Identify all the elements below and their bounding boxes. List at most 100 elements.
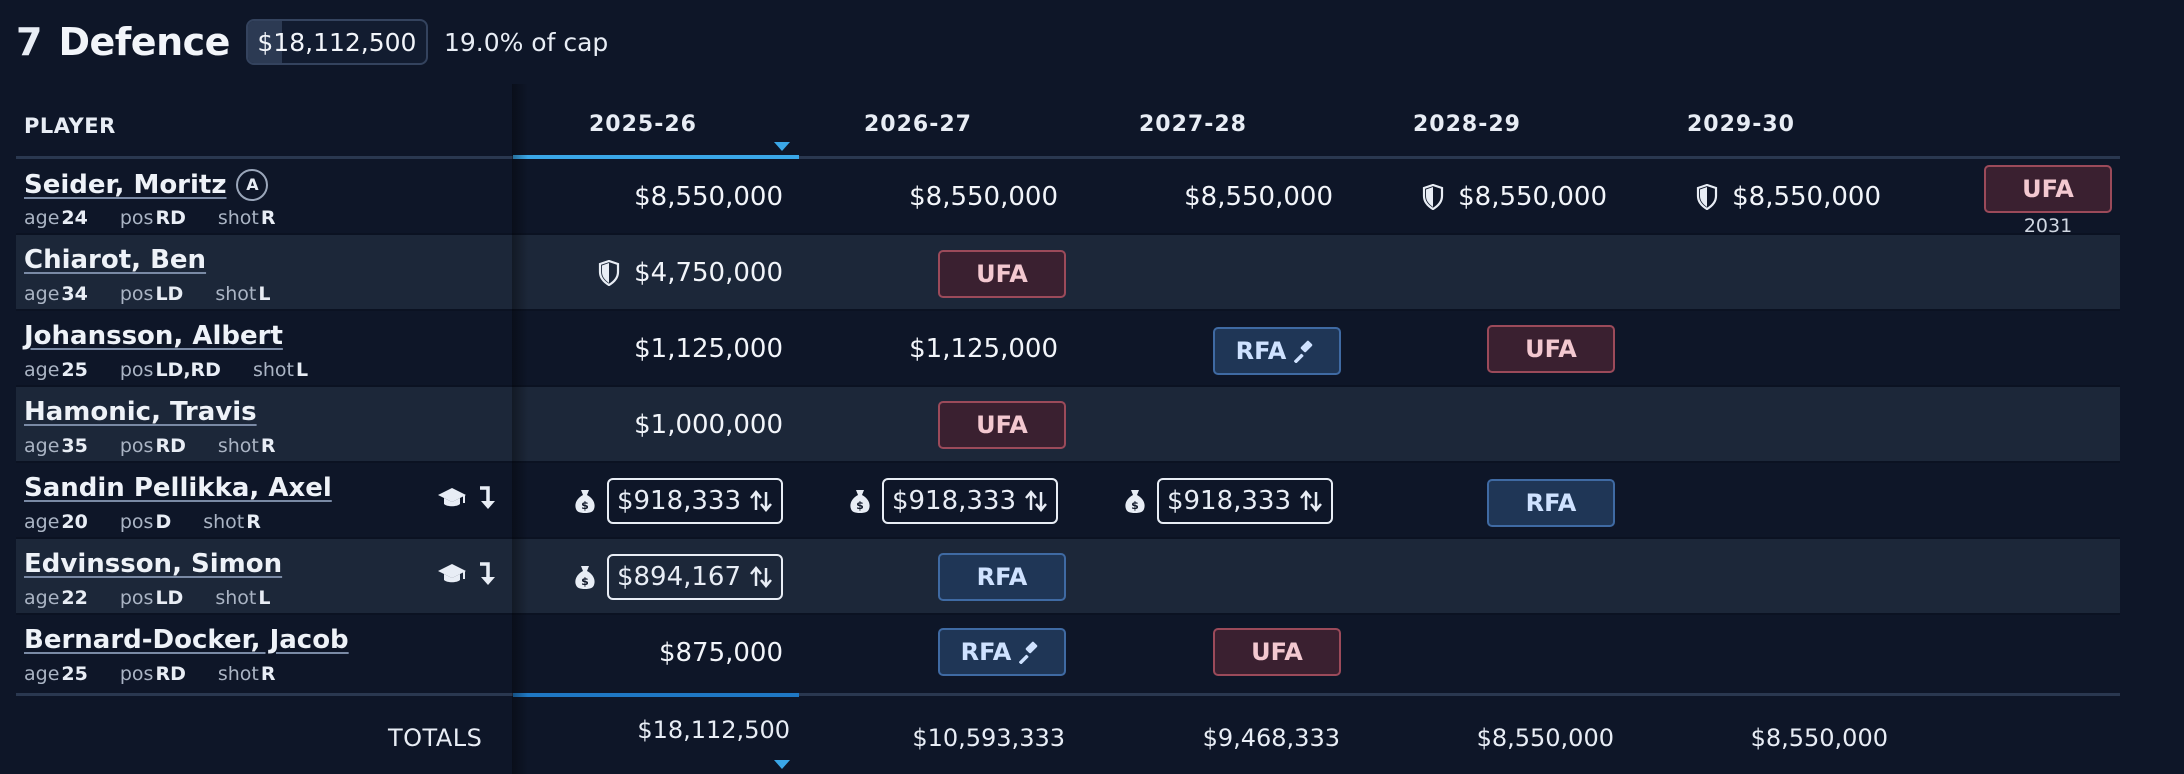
- salary-cell[interactable]: $875,000: [517, 615, 783, 691]
- svg-text:$: $: [581, 499, 589, 512]
- player-meta: age 35 pos RD shot R: [24, 435, 308, 457]
- age-value: 35: [61, 435, 88, 457]
- level-down-arrow-icon: [480, 486, 495, 509]
- graduation-cap-icon: [438, 488, 466, 507]
- table-row[interactable]: Seider, Moritz A age 24 pos RD shot R $8,550,0…: [16, 159, 2120, 237]
- rfa-tag-label: RFA: [1235, 337, 1287, 365]
- total-2025-26: $18,112,500: [637, 716, 790, 744]
- money-bag-icon: $: [575, 566, 595, 589]
- player-name[interactable]: Bernard-Docker, Jacob: [24, 625, 349, 655]
- salary-adjust-box[interactable]: $918,333: [1156, 478, 1333, 524]
- rfa-tag[interactable]: RFA: [1213, 327, 1341, 375]
- column-header-2029-30[interactable]: 2029-30: [1687, 112, 1795, 137]
- salary-adjust-box[interactable]: $894,167: [606, 554, 783, 600]
- age-value: 34: [61, 283, 88, 305]
- age-label: age: [24, 587, 60, 609]
- salary-cell[interactable]: $8,550,000: [792, 159, 1058, 235]
- shot-label: shot: [217, 207, 259, 229]
- swap-vertical-icon: [1025, 490, 1047, 512]
- shot-value: L: [258, 587, 271, 609]
- salary-cell[interactable]: $ $918,333: [792, 463, 1058, 539]
- column-header-player[interactable]: PLAYER: [24, 114, 116, 138]
- totals-label: TOTALS: [388, 724, 483, 752]
- player-name[interactable]: Hamonic, Travis: [24, 397, 257, 427]
- pos-value: RD: [155, 435, 186, 457]
- total-2027-28: $9,468,333: [1202, 724, 1340, 752]
- cap-hit-value: $18,112,500: [257, 27, 417, 57]
- age-label: age: [24, 511, 60, 533]
- table-row[interactable]: Hamonic, Travis age 35 pos RD shot R $1,000,0…: [16, 387, 2120, 463]
- rfa-tag[interactable]: RFA: [1487, 479, 1615, 527]
- salary-cell[interactable]: $8,550,000: [517, 159, 783, 235]
- ufa-tag[interactable]: UFA: [1487, 325, 1615, 373]
- money-bag-icon: $: [1125, 490, 1145, 513]
- salary-adjust-box[interactable]: $918,333: [881, 478, 1058, 524]
- rfa-tag[interactable]: RFA: [938, 553, 1066, 601]
- salary-adjust-box[interactable]: $918,333: [606, 478, 783, 524]
- table-row[interactable]: Edvinsson, Simon age 22 pos LD shot L $ $894,…: [16, 539, 2120, 615]
- pos-value: LD,RD: [155, 359, 221, 381]
- column-header-2026-27[interactable]: 2026-27: [864, 112, 972, 137]
- salary-cell[interactable]: $1,000,000: [517, 387, 783, 463]
- age-value: 24: [61, 207, 88, 229]
- player-name-text[interactable]: Seider, Moritz: [24, 170, 227, 200]
- pos-label: pos: [119, 359, 154, 381]
- swap-vertical-icon: [750, 566, 772, 588]
- salary-cell[interactable]: $ $894,167: [517, 539, 783, 615]
- table-row[interactable]: Johansson, Albert age 25 pos LD,RD shot L $1,…: [16, 311, 2120, 387]
- ufa-year: 2031: [2023, 215, 2073, 237]
- svg-text:$: $: [581, 575, 589, 588]
- column-header-2025-26[interactable]: 2025-26: [589, 112, 697, 137]
- active-column-indicator: [513, 155, 799, 159]
- player-meta: age 25 pos RD shot R: [24, 663, 308, 685]
- age-label: age: [24, 663, 60, 685]
- salary-cell[interactable]: $4,750,000: [517, 235, 783, 311]
- salary-amount: $894,167: [616, 562, 741, 592]
- player-name[interactable]: Chiarot, Ben: [24, 245, 207, 275]
- pos-value: D: [155, 511, 172, 533]
- salary-amount: $8,550,000: [1732, 182, 1881, 212]
- player-name[interactable]: Edvinsson, Simon: [24, 549, 283, 579]
- rfa-tag[interactable]: RFA: [938, 628, 1066, 676]
- ufa-tag[interactable]: UFA: [1213, 628, 1341, 676]
- salary-cell[interactable]: $8,550,000: [1067, 159, 1333, 235]
- svg-text:$: $: [856, 499, 864, 512]
- salary-amount: $8,550,000: [1458, 182, 1607, 212]
- table-row[interactable]: Chiarot, Ben age 34 pos LD shot L $4,750,000 …: [16, 235, 2120, 311]
- table-row[interactable]: Bernard-Docker, Jacob age 25 pos RD shot R $8…: [16, 615, 2120, 691]
- section-title: Defence: [58, 20, 230, 64]
- age-value: 25: [61, 663, 88, 685]
- shot-value: L: [258, 283, 271, 305]
- player-name[interactable]: Johansson, Albert: [24, 321, 283, 351]
- ufa-tag[interactable]: UFA: [938, 401, 1066, 449]
- gavel-icon: [1294, 340, 1313, 363]
- ufa-tag[interactable]: UFA: [1984, 165, 2112, 213]
- salary-cell[interactable]: $1,125,000: [792, 311, 1058, 387]
- age-label: age: [24, 207, 60, 229]
- column-header-2027-28[interactable]: 2027-28: [1139, 112, 1247, 137]
- age-label: age: [24, 359, 60, 381]
- salary-cell[interactable]: $ $918,333: [1067, 463, 1333, 539]
- player-name[interactable]: Seider, Moritz A: [24, 169, 269, 201]
- salary-cell[interactable]: $8,550,000: [1341, 159, 1607, 235]
- cap-percent: 19.0% of cap: [443, 27, 609, 57]
- player-name[interactable]: Sandin Pellikka, Axel: [24, 473, 332, 503]
- pos-label: pos: [119, 587, 154, 609]
- shot-label: shot: [203, 511, 245, 533]
- money-bag-icon: $: [575, 490, 595, 513]
- salary-amount: $918,333: [891, 486, 1016, 516]
- shield-icon: [1423, 184, 1444, 210]
- player-meta: age 24 pos RD shot R: [24, 207, 308, 229]
- column-header-2028-29[interactable]: 2028-29: [1413, 112, 1521, 137]
- player-status-icons: [437, 485, 497, 511]
- shot-label: shot: [215, 283, 257, 305]
- salary-amount: $918,333: [616, 486, 741, 516]
- salary-cell[interactable]: $1,125,000: [517, 311, 783, 387]
- ufa-tag[interactable]: UFA: [938, 250, 1066, 298]
- player-meta: age 34 pos LD shot L: [24, 283, 302, 305]
- salary-cell[interactable]: $ $918,333: [517, 463, 783, 539]
- salary-cell[interactable]: $8,550,000: [1615, 159, 1881, 235]
- contracts-table: PLAYER 2025-26 2026-27 2027-28 2028-29 2…: [16, 84, 2120, 774]
